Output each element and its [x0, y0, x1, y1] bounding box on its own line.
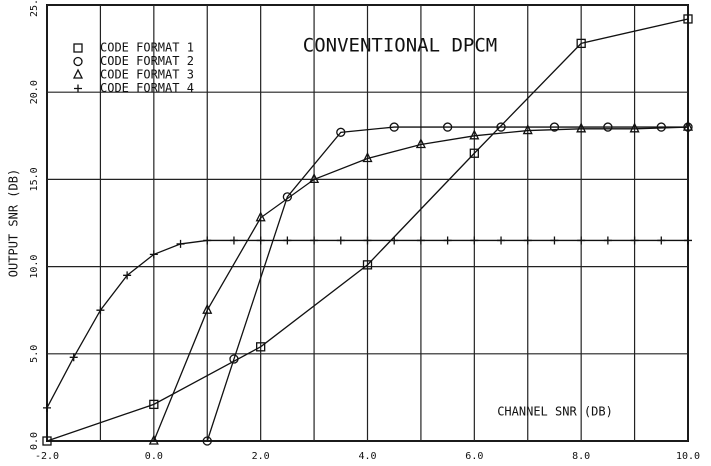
- marker: [576, 38, 586, 49]
- legend-label: CODE FORMAT 2: [100, 54, 194, 68]
- marker: [684, 236, 692, 245]
- y-tick-label: 15.0: [29, 167, 40, 191]
- marker: [203, 236, 212, 245]
- marker: [363, 236, 372, 245]
- marker: [577, 236, 586, 245]
- marker: [415, 138, 426, 149]
- marker: [469, 129, 480, 140]
- legend-marker: [74, 84, 82, 93]
- x-tick-label: -2.0: [35, 451, 59, 462]
- marker: [148, 434, 159, 445]
- marker: [390, 236, 399, 245]
- y-tick-label: 10.0: [29, 255, 40, 279]
- marker: [310, 236, 319, 245]
- marker: [283, 236, 292, 245]
- x-tick-label: 8.0: [572, 451, 590, 462]
- marker: [389, 122, 399, 132]
- marker: [229, 236, 238, 245]
- legend-marker: [73, 56, 83, 67]
- marker: [656, 122, 666, 132]
- marker: [202, 436, 212, 446]
- marker: [630, 236, 639, 245]
- marker: [202, 303, 213, 314]
- marker: [603, 122, 613, 132]
- marker: [149, 250, 158, 259]
- marker: [523, 236, 532, 245]
- series-line: [46, 18, 689, 442]
- marker: [96, 306, 105, 315]
- legend-label: CODE FORMAT 4: [100, 81, 194, 95]
- marker: [416, 236, 425, 245]
- chart-title: CONVENTIONAL DPCM: [303, 35, 497, 57]
- marker: [256, 236, 265, 245]
- marker: [443, 236, 452, 245]
- marker: [682, 120, 694, 131]
- marker: [255, 211, 266, 222]
- marker: [550, 236, 559, 245]
- marker: [497, 236, 506, 245]
- x-tick-label: 10.0: [676, 451, 700, 462]
- marker: [336, 236, 345, 245]
- x-axis-label: CHANNEL SNR (DB): [497, 405, 613, 419]
- marker: [309, 172, 320, 184]
- legend-label: CODE FORMAT 3: [100, 68, 194, 82]
- marker: [336, 127, 346, 137]
- marker: [522, 124, 533, 135]
- marker: [683, 14, 693, 24]
- marker: [123, 271, 132, 280]
- marker: [42, 436, 52, 446]
- marker: [362, 152, 373, 163]
- marker: [549, 122, 560, 132]
- y-tick-label: 25.0: [29, 0, 40, 17]
- x-tick-label: 2.0: [252, 451, 270, 462]
- legend-marker: [72, 68, 84, 79]
- x-tick-label: 6.0: [465, 451, 483, 462]
- y-tick-label: 5.0: [29, 345, 40, 363]
- marker: [43, 403, 51, 412]
- marker: [149, 399, 159, 410]
- marker: [629, 122, 640, 133]
- y-tick-label: 0.0: [29, 432, 40, 450]
- y-axis-label: OUTPUT SNR (DB): [7, 169, 21, 277]
- marker: [470, 236, 479, 245]
- marker: [69, 353, 78, 362]
- series-line: [153, 126, 689, 442]
- marker: [496, 122, 506, 132]
- marker: [256, 342, 266, 352]
- marker: [657, 236, 666, 245]
- x-tick-label: 4.0: [358, 451, 376, 462]
- marker: [229, 354, 239, 364]
- y-tick-label: 20.0: [29, 80, 40, 104]
- marker: [442, 122, 453, 132]
- x-tick-label: 0.0: [145, 451, 163, 462]
- marker: [176, 239, 185, 248]
- marker: [282, 192, 293, 202]
- marker: [469, 148, 479, 158]
- marker: [362, 260, 373, 270]
- legend-marker: [73, 43, 83, 53]
- marker: [576, 122, 587, 133]
- series-line: [206, 126, 688, 442]
- legend-label: CODE FORMAT 1: [100, 41, 194, 55]
- marker: [603, 236, 612, 245]
